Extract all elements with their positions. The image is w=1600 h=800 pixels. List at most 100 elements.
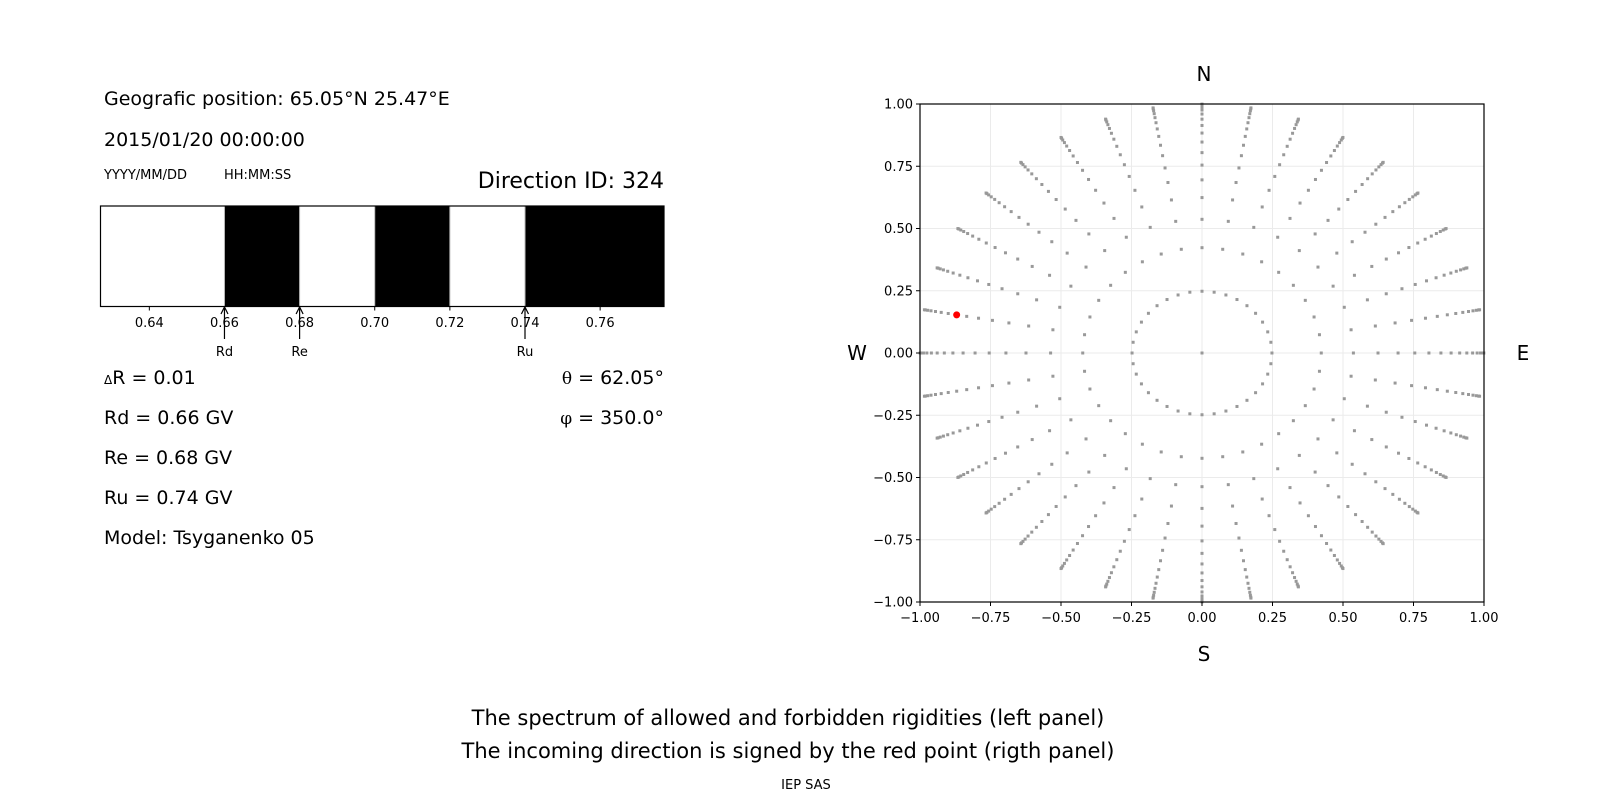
direction-point [1155,127,1159,131]
direction-point [1471,351,1475,355]
direction-point [1139,320,1143,324]
direction-point [1084,265,1088,269]
time-format-label: HH:MM:SS [224,168,291,183]
direction-point [1097,298,1101,302]
direction-point [1339,564,1343,568]
direction-point [1123,432,1127,436]
direction-point [1009,492,1013,496]
direction-point [1425,423,1429,427]
direction-point [1441,474,1445,478]
direction-point [1248,593,1252,597]
direction-point [1243,568,1247,572]
direction-point [1397,451,1401,455]
direction-point [987,509,991,513]
direction-point [1410,318,1414,322]
direction-point [1034,525,1038,529]
direction-point [1337,495,1341,499]
direction-point [966,426,970,430]
direction-point [1200,413,1204,417]
direction-point [1325,541,1329,545]
direction-point [1454,269,1458,273]
direction-point [1350,240,1354,244]
direction-point [984,191,988,195]
direction-point [1115,144,1119,148]
direction-point [1442,273,1446,277]
direction-point [1454,311,1458,315]
direction-point [1365,404,1369,408]
direction-point [1397,251,1401,255]
direction-point [1048,429,1052,433]
caption-line-1: The spectrum of allowed and forbidden ri… [471,706,1105,730]
direction-point [1303,298,1307,302]
direction-point [975,423,979,427]
direction-point [1403,201,1407,205]
x-tick-label: 1.00 [1470,611,1499,626]
direction-point [1296,117,1300,121]
direction-point [1338,561,1342,565]
direction-point [1051,374,1055,378]
direction-point [1291,283,1295,287]
x-tick-label: 0.70 [360,316,389,331]
direction-point [1155,304,1159,308]
direction-point [1366,177,1370,181]
direction-point [1379,163,1383,167]
direction-point [958,273,962,277]
direction-point [1400,287,1404,291]
direction-point [1237,166,1241,170]
direction-point [1106,579,1110,583]
direction-point [1360,183,1364,187]
direction-point [959,228,963,232]
direction-point [971,468,975,472]
direction-point [1449,271,1453,275]
direction-point [1159,143,1163,147]
direction-point [1061,564,1065,568]
direction-point [1423,316,1427,320]
south-label: S [1198,642,1211,666]
direction-point [1373,324,1377,328]
direction-point [1465,436,1469,440]
y-tick-label: 0.25 [884,284,913,299]
phi-symbol: φ [560,409,572,429]
direction-point [1155,575,1159,579]
direction-point [1087,232,1091,236]
direction-point [1282,549,1286,553]
direction-point [946,311,950,315]
direction-point [1087,525,1091,529]
direction-point [1291,131,1295,135]
direction-point [1163,166,1167,170]
direction-point [1370,264,1374,268]
direction-point [1342,397,1346,401]
direction-point [1155,398,1159,402]
direction-point [1200,539,1204,543]
direction-point [1200,579,1204,583]
direction-point [1252,477,1256,481]
direction-point [1245,398,1249,402]
direction-point [1094,514,1098,518]
direction-point [1200,551,1204,555]
direction-point [1007,381,1011,385]
direction-point [1462,435,1466,439]
direction-point [1161,154,1165,158]
direction-point [1226,483,1230,487]
theta-symbol: θ [562,369,572,389]
direction-point [1103,249,1107,253]
direction-point [1200,571,1204,575]
direction-point [1427,351,1431,355]
direction-point [1266,372,1270,376]
direction-point [1157,568,1161,572]
direction-point [1351,351,1355,355]
direction-point [1016,410,1020,414]
direction-point [1245,304,1249,308]
direction-point [1003,497,1007,501]
direction-point [971,234,975,238]
direction-point [1329,548,1333,552]
direction-point [1103,453,1107,457]
direction-point [1124,235,1128,239]
direction-point [1046,189,1050,193]
direction-point [1063,495,1067,499]
direction-point [1030,438,1034,442]
direction-point [1478,394,1482,398]
direction-point [997,501,1001,505]
direction-point [1478,308,1482,312]
